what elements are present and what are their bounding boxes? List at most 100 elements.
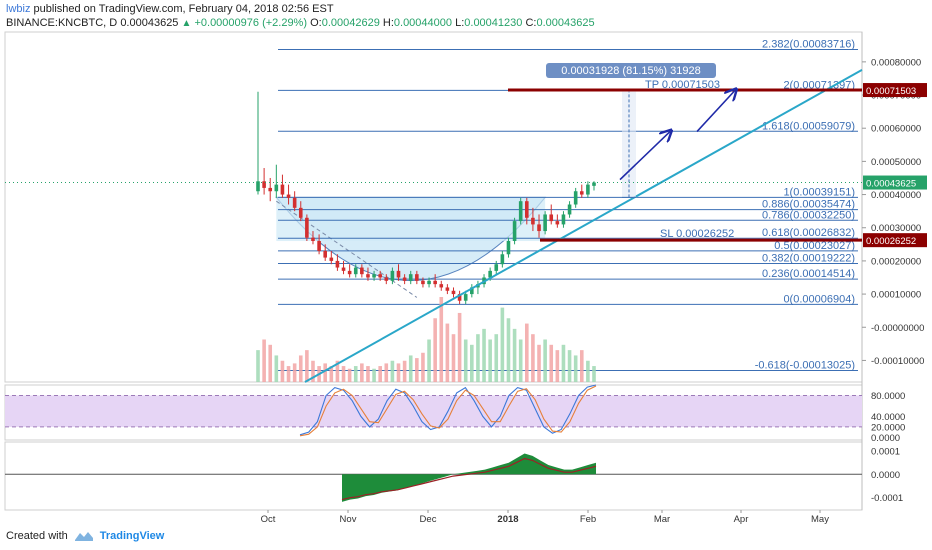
volume-bar bbox=[512, 328, 517, 382]
high-value: 0.00044000 bbox=[393, 17, 453, 29]
candle-body bbox=[463, 294, 468, 301]
volume-bar bbox=[433, 318, 437, 382]
volume-bar bbox=[323, 363, 327, 382]
low-value: 0.00041230 bbox=[464, 17, 523, 29]
volume-bar bbox=[543, 339, 547, 382]
candle-body bbox=[298, 207, 303, 218]
volume-bar bbox=[476, 334, 480, 382]
close-label: C: bbox=[525, 17, 537, 29]
rsi-band bbox=[5, 395, 862, 427]
candle-body bbox=[573, 191, 578, 205]
volume-bar bbox=[311, 360, 315, 382]
fib-level-label: 0.5(0.00023027) bbox=[774, 240, 855, 252]
candle-body bbox=[470, 287, 474, 295]
open-label: O: bbox=[310, 17, 322, 29]
volume-bar bbox=[421, 352, 425, 382]
candle-body bbox=[317, 241, 321, 251]
volume-bar bbox=[470, 344, 474, 382]
volume-bar bbox=[445, 323, 450, 382]
candle-body bbox=[451, 290, 456, 295]
volume-bar bbox=[567, 350, 572, 382]
stop-label: SL 0.00026252 bbox=[660, 228, 734, 240]
publication-line: lwbiz published on TradingView.com, Febr… bbox=[6, 3, 334, 15]
rsi-tick-label: 40.0000 bbox=[871, 412, 905, 423]
fib-level-label: 0.886(0.00035474) bbox=[762, 199, 855, 211]
candle-body bbox=[543, 214, 547, 232]
macd-histogram bbox=[342, 453, 596, 502]
volume-bar bbox=[396, 363, 401, 382]
x-tick-label: Nov bbox=[340, 514, 357, 525]
candle-body bbox=[555, 221, 560, 225]
volume-bar bbox=[286, 366, 291, 382]
volume-bar bbox=[592, 366, 596, 382]
target-label: TP 0.00071503 bbox=[645, 79, 720, 91]
volume-bar bbox=[329, 366, 334, 382]
fib-level-label: 0(0.00006904) bbox=[783, 293, 855, 305]
x-tick-label: Oct bbox=[261, 514, 276, 525]
rsi-tick-label: 80.0000 bbox=[871, 391, 905, 402]
volume-bar bbox=[292, 363, 297, 382]
candle-body bbox=[592, 182, 596, 186]
y-tick-label: -0.00010000 bbox=[871, 356, 924, 367]
candle-body bbox=[335, 260, 340, 268]
candle-body bbox=[408, 274, 413, 281]
fib-level-label: 2(0.00071397) bbox=[783, 79, 855, 91]
author-link[interactable]: lwbiz bbox=[6, 3, 31, 15]
volume-bar bbox=[586, 360, 590, 382]
candle-body bbox=[402, 277, 407, 281]
rsi-tick-label: 0.0000 bbox=[871, 433, 900, 444]
volume-bar bbox=[518, 339, 523, 382]
volume-bar bbox=[561, 344, 566, 382]
rsi-series-line bbox=[299, 385, 597, 437]
candle-body bbox=[384, 277, 389, 281]
close-value: 0.00043625 bbox=[536, 17, 595, 29]
high-label: H: bbox=[382, 17, 394, 29]
candle-body bbox=[525, 201, 529, 218]
candle-body bbox=[579, 191, 584, 195]
volume-bar bbox=[494, 334, 499, 382]
measure-label-box bbox=[546, 63, 716, 78]
candle-body bbox=[421, 280, 425, 285]
candle-body bbox=[378, 274, 382, 278]
fib-level-label: 0.236(0.00014514) bbox=[762, 268, 855, 280]
volume-bar bbox=[579, 350, 584, 382]
candle-body bbox=[512, 221, 517, 242]
candle-body bbox=[353, 267, 358, 275]
volume-bar bbox=[378, 366, 382, 382]
stop-axis-tag: 0.00026252 bbox=[866, 236, 916, 247]
y-tick-label: 0.00060000 bbox=[871, 124, 921, 135]
volume-bar bbox=[500, 307, 505, 382]
tradingview-brand[interactable]: TradingView bbox=[99, 530, 165, 542]
candle-body bbox=[366, 274, 370, 278]
fib-level-label: 0.382(0.00019222) bbox=[762, 252, 855, 264]
candle-body bbox=[415, 274, 419, 281]
volume-bar bbox=[506, 318, 511, 382]
symbol-name: BINANCE:KNCBTC, D bbox=[6, 17, 118, 29]
x-tick-label: 2018 bbox=[497, 514, 518, 525]
x-tick-label: May bbox=[811, 514, 829, 525]
volume-bar bbox=[305, 350, 309, 382]
fib-level-label: 2.382(0.00083716) bbox=[762, 39, 855, 51]
stop-axis-tag-box bbox=[863, 233, 927, 248]
publication-info: published on TradingView.com, February 0… bbox=[33, 3, 334, 15]
symbol-line: BINANCE:KNCBTC, D 0.00043625 ▲ +0.000009… bbox=[6, 17, 595, 29]
volume-bar bbox=[360, 363, 364, 382]
fib-level-label: 0.786(0.00032250) bbox=[762, 209, 855, 221]
candle-body bbox=[488, 270, 492, 278]
volume-bar bbox=[353, 366, 358, 382]
y-tick-label: 0.00020000 bbox=[871, 256, 921, 267]
candle-body bbox=[518, 201, 523, 222]
x-tick-label: Dec bbox=[420, 514, 437, 525]
fib-level-label: 1.618(0.00059079) bbox=[762, 120, 855, 132]
candle-body bbox=[457, 294, 462, 301]
x-tick-label: Apr bbox=[734, 514, 749, 525]
y-tick-label: -0.00000000 bbox=[871, 323, 924, 334]
up-arrow-icon: ▲ bbox=[181, 18, 192, 29]
footer: Created with TradingView bbox=[6, 530, 164, 542]
trend-line bbox=[304, 68, 863, 383]
volume-bar bbox=[555, 350, 560, 382]
volume-bar bbox=[408, 355, 413, 382]
volume-bar bbox=[298, 355, 303, 382]
open-value: 0.00042629 bbox=[321, 17, 380, 29]
